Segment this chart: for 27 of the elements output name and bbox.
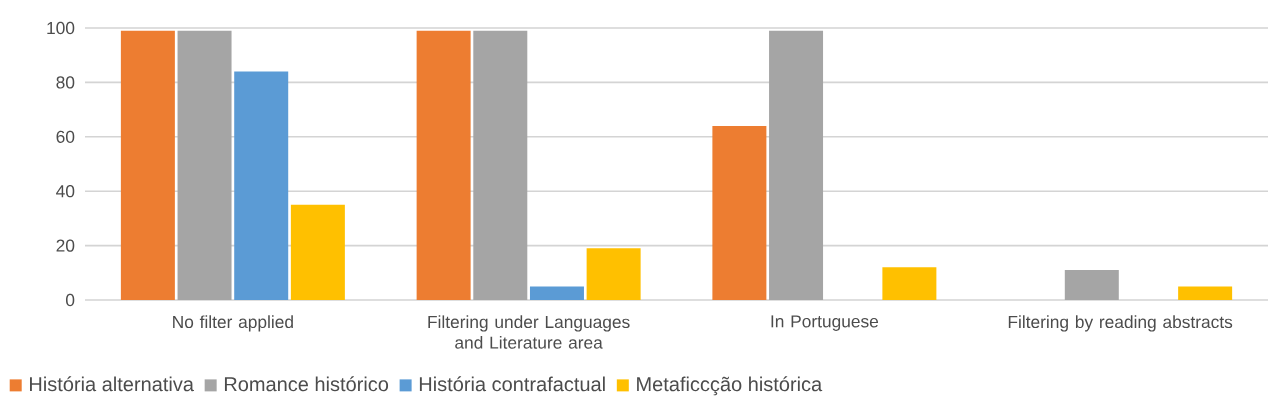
bar xyxy=(529,286,584,300)
bar xyxy=(177,30,232,300)
bar xyxy=(586,248,641,300)
bar xyxy=(712,125,767,300)
x-tick-label: In Portuguese xyxy=(771,315,879,331)
y-tick-label: 60 xyxy=(56,130,75,143)
y-tick-label: 40 xyxy=(56,185,75,198)
bar xyxy=(290,204,345,300)
bar xyxy=(234,71,289,300)
y-tick-label: 20 xyxy=(56,239,75,252)
legend-label: História alternativa xyxy=(30,376,194,392)
y-tick-label: 80 xyxy=(56,76,75,89)
bar xyxy=(1178,286,1233,300)
bar xyxy=(416,30,471,300)
x-tick-label: Filtering by reading abstracts xyxy=(1008,315,1233,332)
y-tick-label: 100 xyxy=(47,21,75,35)
x-tick-label: No filter applied xyxy=(173,315,293,332)
bar xyxy=(1064,270,1119,300)
x-tick-label: Filtering under Languages and Literature area xyxy=(428,315,630,349)
legend-label: Metaficcção histórica xyxy=(637,376,823,396)
legend-label: Romance histórico xyxy=(224,376,389,392)
bar xyxy=(473,30,528,300)
bar xyxy=(882,267,937,300)
y-tick-label: 0 xyxy=(65,293,75,307)
bar xyxy=(120,30,175,300)
legend-label: História contrafactual xyxy=(419,376,605,392)
bar xyxy=(769,30,824,300)
